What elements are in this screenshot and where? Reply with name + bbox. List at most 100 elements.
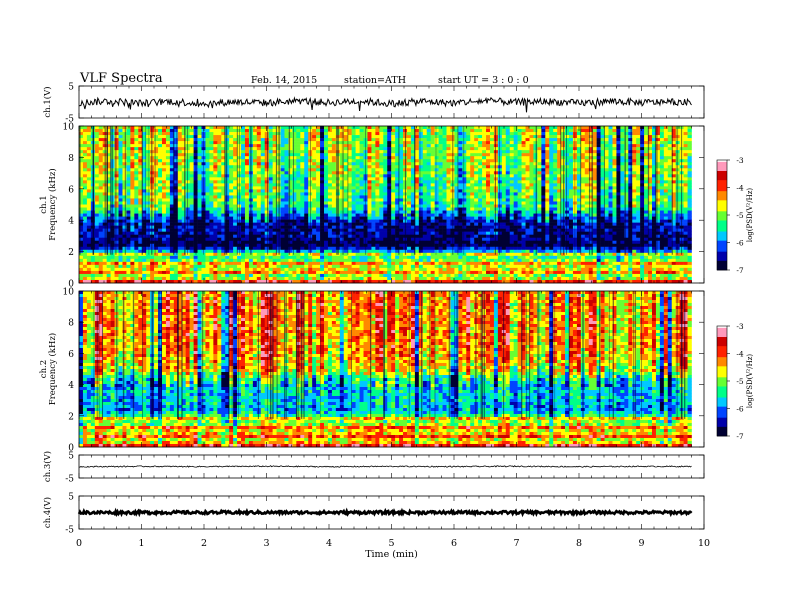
- spectrogram-cell: [671, 192, 676, 196]
- spectrogram-cell: [470, 129, 475, 133]
- spectrogram-cell: [165, 126, 171, 130]
- spectrogram-cell: [541, 195, 546, 199]
- spectrogram-cell: [592, 129, 597, 133]
- spectrogram-cell: [462, 162, 467, 166]
- spectrogram-cell: [383, 186, 388, 190]
- spectrogram-cell: [197, 213, 202, 217]
- spectrogram-cell: [296, 171, 301, 175]
- spectrogram-cell: [596, 162, 601, 166]
- spectrogram-cell: [466, 219, 471, 223]
- spectrogram-cell: [410, 171, 416, 175]
- spectrogram-cell: [537, 153, 542, 157]
- spectrogram-cell: [446, 201, 451, 205]
- spectrogram-cell: [505, 189, 511, 193]
- spectrogram-cell: [406, 138, 412, 142]
- station-label: station=ATH: [344, 75, 406, 86]
- spectrogram-cell: [82, 126, 88, 130]
- spectrogram-cell: [545, 147, 550, 151]
- spectrogram-cell: [371, 213, 376, 217]
- spectrogram-cell: [557, 126, 562, 130]
- spectrogram-cell: [529, 126, 534, 130]
- spectrogram-cell: [640, 198, 645, 202]
- spectrogram-cell: [252, 192, 258, 196]
- spectrogram-cell: [320, 207, 325, 211]
- spectrogram-cell: [655, 201, 661, 205]
- spectrogram-cell: [134, 189, 139, 193]
- spectrogram-cell: [458, 171, 463, 175]
- spectrogram-cell: [304, 162, 309, 166]
- spectrogram-cell: [331, 213, 337, 217]
- spectrogram-cell: [525, 180, 530, 184]
- spectrogram-cell: [557, 177, 562, 181]
- spectrogram-cell: [636, 183, 641, 187]
- spectrogram-cell: [324, 156, 329, 160]
- spectrogram-cell: [537, 171, 542, 175]
- spectrogram-cell: [197, 207, 202, 211]
- spectrogram-cell: [189, 165, 194, 169]
- spectrogram-cell: [189, 189, 194, 193]
- spectrogram-cell: [312, 195, 317, 199]
- spectrogram-cell: [616, 168, 621, 172]
- spectrogram-cell: [446, 219, 451, 223]
- spectrogram-cell: [576, 138, 582, 142]
- spectrogram-cell: [470, 126, 475, 130]
- spectrogram-cell: [82, 222, 88, 226]
- spectrogram-cell: [430, 201, 435, 205]
- spectrogram-cell: [79, 207, 84, 211]
- spectrogram-cell: [497, 129, 503, 133]
- spectrogram-cell: [351, 219, 356, 223]
- spectrogram-cell: [640, 210, 645, 214]
- spectrogram-cell: [624, 210, 629, 214]
- spectrogram-cell: [636, 192, 641, 196]
- spectrogram-cell: [569, 159, 574, 163]
- spectrogram-cell: [94, 201, 100, 205]
- spectrogram-cell: [584, 159, 590, 163]
- spectrogram-cell: [213, 150, 218, 154]
- spectrogram-cell: [256, 204, 262, 208]
- spectrogram-cell: [296, 192, 301, 196]
- spectrogram-cell: [371, 147, 376, 151]
- spectrogram-cell: [359, 195, 364, 199]
- spectrogram-cell: [347, 189, 352, 193]
- spectrogram-cell: [624, 144, 629, 148]
- spectrogram-cell: [205, 144, 210, 148]
- spectrogram-cell: [118, 162, 123, 166]
- spectrogram-cell: [217, 204, 222, 208]
- spectrogram-cell: [533, 150, 538, 154]
- spectrogram-cell: [375, 207, 380, 211]
- spectrogram-cell: [525, 183, 530, 187]
- spectrogram-cell: [241, 135, 246, 139]
- spectrogram-cell: [86, 159, 92, 163]
- spectrogram-cell: [584, 204, 590, 208]
- spectrogram-cell: [189, 159, 194, 163]
- spectrogram-cell: [300, 132, 305, 136]
- spectrogram-cell: [320, 213, 325, 217]
- spectrogram-cell: [414, 210, 420, 214]
- spectrogram-cell: [434, 144, 439, 148]
- spectrogram-cell: [229, 126, 234, 130]
- spectrogram-cell: [94, 129, 100, 133]
- spectrogram-cell: [122, 129, 127, 133]
- spectrogram-cell: [197, 177, 202, 181]
- spectrogram-cell: [292, 195, 297, 199]
- spectrogram-cell: [288, 213, 293, 217]
- spectrogram-cell: [225, 168, 230, 172]
- spectrogram-cell: [505, 147, 511, 151]
- spectrogram-cell: [655, 153, 661, 157]
- spectrogram-cell: [331, 147, 337, 151]
- spectrogram-cell: [284, 207, 289, 211]
- spectrogram-cell: [280, 210, 285, 214]
- spectrogram-cell: [343, 126, 349, 130]
- spectrogram-cell: [604, 153, 609, 157]
- spectrogram-cell: [264, 186, 269, 190]
- spectrogram-cell: [549, 132, 554, 136]
- spectrogram-cell: [513, 186, 518, 190]
- spectrogram-cell: [584, 150, 590, 154]
- spectrogram-cell: [596, 132, 601, 136]
- spectrogram-cell: [422, 174, 428, 178]
- spectrogram-cell: [486, 141, 491, 145]
- spectrogram-cell: [418, 126, 424, 130]
- spectrogram-cell: [387, 198, 392, 202]
- spectrogram-cell: [177, 132, 183, 136]
- spectrogram-cell: [434, 138, 439, 142]
